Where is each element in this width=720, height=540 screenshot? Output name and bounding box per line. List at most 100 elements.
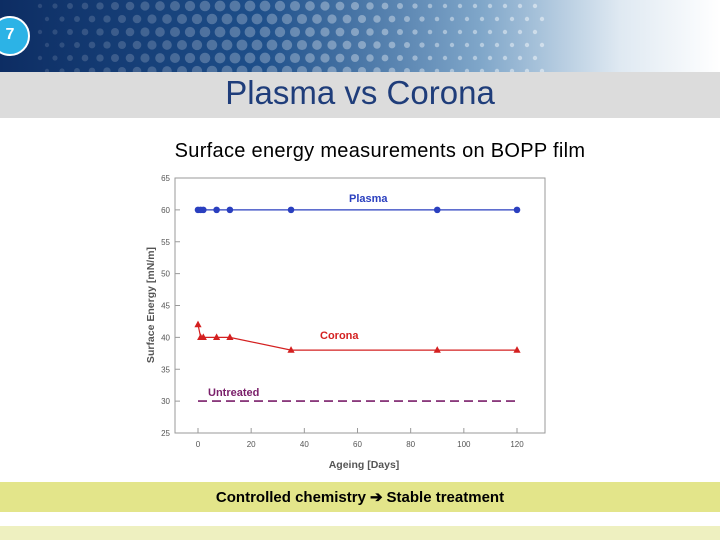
pattern-dot bbox=[184, 52, 196, 64]
pattern-dot bbox=[289, 52, 301, 64]
pattern-dot bbox=[373, 15, 381, 23]
pattern-dot bbox=[132, 40, 142, 50]
data-point-corona bbox=[213, 333, 221, 340]
pattern-dot bbox=[502, 55, 508, 61]
pattern-dot bbox=[221, 39, 233, 51]
pattern-dot bbox=[312, 14, 322, 24]
pattern-dot bbox=[206, 13, 218, 25]
pattern-dot bbox=[412, 29, 418, 35]
pattern-dot bbox=[199, 52, 211, 64]
pattern-dot bbox=[427, 55, 433, 61]
pattern-dot bbox=[229, 52, 241, 64]
pattern-dot bbox=[396, 2, 404, 10]
pattern-dot bbox=[479, 16, 485, 22]
pattern-dot bbox=[191, 13, 203, 25]
pattern-dot bbox=[244, 26, 256, 38]
pattern-dot bbox=[88, 41, 96, 49]
x-tick-label: 20 bbox=[247, 440, 256, 449]
pattern-dot bbox=[312, 40, 322, 50]
x-tick-label: 40 bbox=[300, 440, 309, 449]
pattern-dot bbox=[244, 52, 256, 64]
x-tick-label: 80 bbox=[406, 440, 415, 449]
pattern-dot bbox=[229, 0, 241, 12]
pattern-dot bbox=[532, 29, 538, 35]
pattern-dot bbox=[103, 41, 111, 49]
pattern-dot bbox=[517, 55, 523, 61]
pattern-dot bbox=[449, 42, 455, 48]
pattern-dot bbox=[289, 26, 301, 38]
x-axis-ticks: 0 20 40 60 80 100 120 bbox=[196, 428, 524, 449]
pattern-dot bbox=[44, 16, 50, 22]
pattern-dot bbox=[412, 55, 418, 61]
x-tick-label: 0 bbox=[196, 440, 201, 449]
arrow-right-icon: ➔ bbox=[369, 489, 383, 506]
pattern-dot bbox=[110, 1, 120, 11]
pattern-dot bbox=[140, 1, 150, 11]
pattern-dot bbox=[502, 29, 508, 35]
pattern-dot bbox=[320, 27, 330, 37]
pattern-dot bbox=[110, 27, 120, 37]
pattern-dot bbox=[206, 39, 218, 51]
footer-left-text: Controlled chemistry bbox=[215, 489, 366, 506]
pattern-dot bbox=[37, 55, 43, 61]
pattern-dot bbox=[214, 0, 226, 12]
pattern-dot bbox=[296, 39, 308, 51]
data-point-plasma bbox=[513, 206, 521, 214]
pattern-dot bbox=[305, 1, 315, 11]
pattern-dot bbox=[487, 3, 493, 9]
pattern-dot bbox=[251, 39, 263, 51]
pattern-dot bbox=[366, 28, 374, 36]
pattern-dot bbox=[289, 0, 301, 12]
pattern-dot bbox=[221, 13, 233, 25]
pattern-dot bbox=[388, 41, 396, 49]
pattern-dot bbox=[117, 14, 127, 24]
pattern-dot bbox=[509, 16, 515, 22]
pattern-dot bbox=[96, 28, 104, 36]
pattern-dot bbox=[259, 26, 271, 38]
pattern-dot bbox=[472, 55, 478, 61]
data-point-plasma bbox=[287, 206, 295, 214]
pattern-dot bbox=[305, 27, 315, 37]
pattern-dot bbox=[381, 2, 389, 10]
legend-label-plasma: Plasma bbox=[349, 193, 388, 205]
footer-right-text: Stable treatment bbox=[386, 489, 505, 506]
pattern-dot bbox=[162, 40, 172, 50]
pattern-dot bbox=[532, 3, 538, 9]
pattern-dot bbox=[162, 14, 172, 24]
pattern-dot bbox=[74, 42, 80, 48]
pattern-dot bbox=[472, 29, 478, 35]
pattern-dot bbox=[274, 26, 286, 38]
page-number: 7 bbox=[5, 26, 15, 43]
pattern-dot bbox=[169, 52, 181, 64]
pattern-dot bbox=[419, 42, 425, 48]
pattern-dot bbox=[487, 29, 493, 35]
pattern-dot bbox=[350, 27, 360, 37]
pattern-dot bbox=[44, 42, 50, 48]
pattern-dot bbox=[266, 13, 278, 25]
pattern-dot bbox=[103, 15, 111, 23]
pattern-dot bbox=[539, 42, 545, 48]
pattern-dot bbox=[67, 29, 73, 35]
pattern-dot bbox=[191, 39, 203, 51]
pattern-dot bbox=[442, 55, 448, 61]
pattern-dot bbox=[125, 27, 135, 37]
y-axis-ticks: 25 30 35 40 45 50 55 60 65 bbox=[161, 174, 180, 438]
pattern-dot bbox=[132, 14, 142, 24]
pattern-dot bbox=[494, 16, 500, 22]
pattern-dot bbox=[74, 16, 80, 22]
pattern-dot bbox=[464, 42, 470, 48]
pattern-dot bbox=[457, 55, 463, 61]
pattern-dot bbox=[52, 3, 58, 9]
y-tick-label: 50 bbox=[161, 270, 170, 279]
data-point-plasma bbox=[226, 206, 234, 214]
x-axis-label: Ageing [Days] bbox=[329, 459, 400, 471]
pattern-dot bbox=[281, 13, 293, 25]
pattern-dot bbox=[147, 14, 157, 24]
pattern-dot bbox=[199, 0, 211, 12]
pattern-dot bbox=[125, 53, 135, 63]
pattern-dot bbox=[457, 3, 463, 9]
pattern-dot bbox=[155, 27, 165, 37]
pattern-dot bbox=[539, 16, 545, 22]
pattern-dot bbox=[274, 52, 286, 64]
pattern-dot bbox=[140, 53, 150, 63]
